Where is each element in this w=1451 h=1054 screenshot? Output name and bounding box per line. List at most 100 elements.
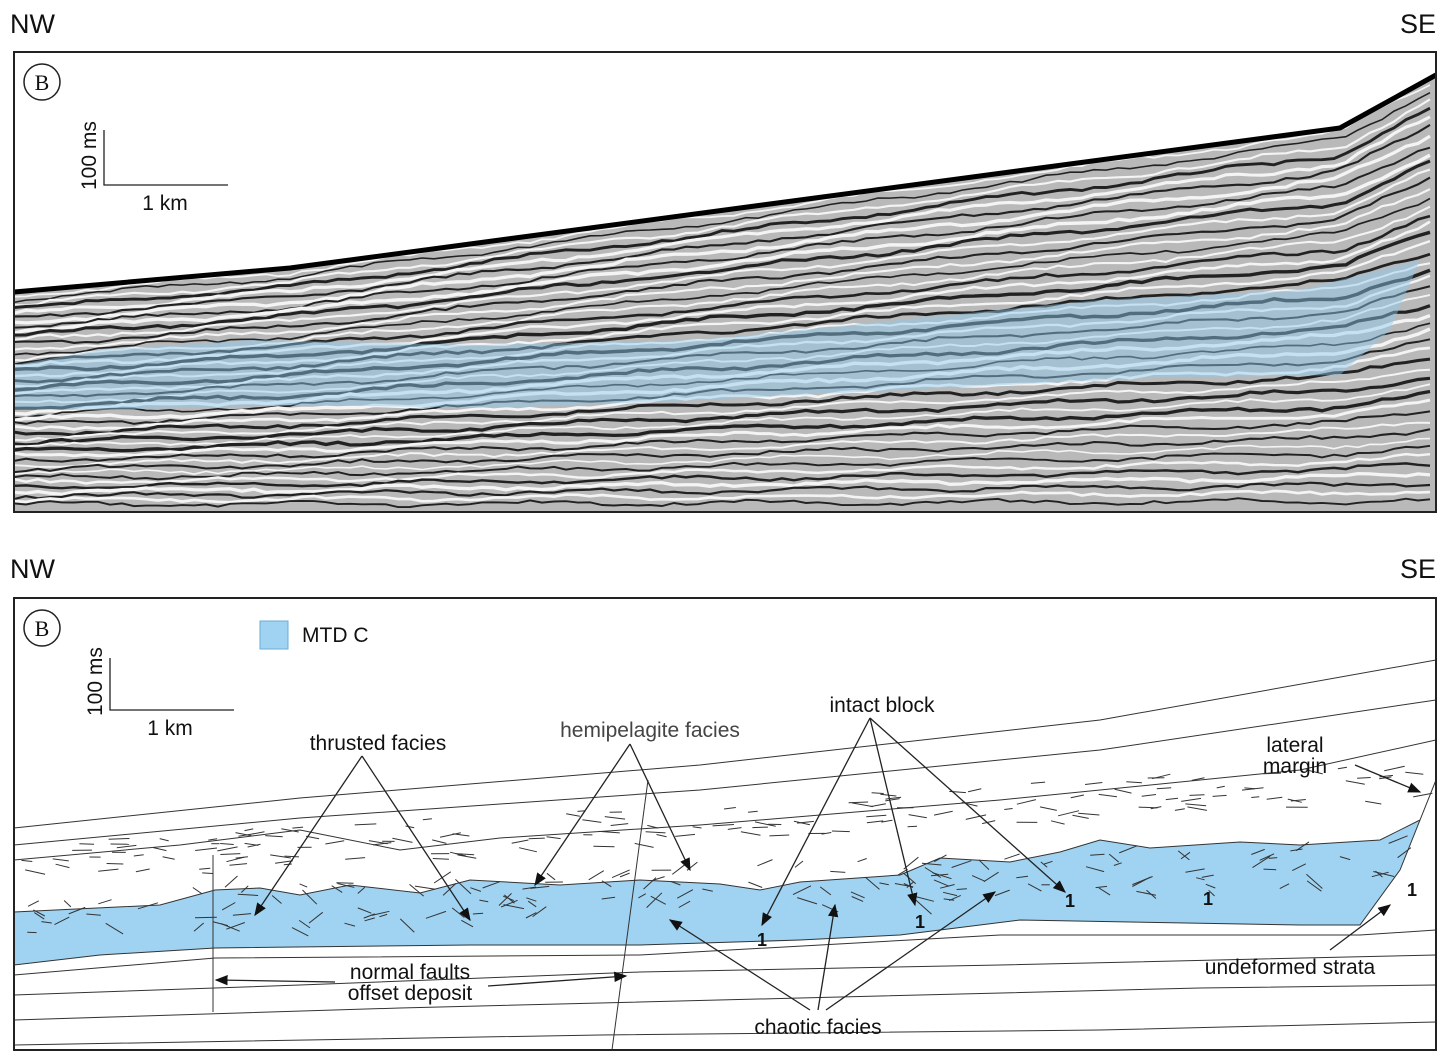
- facies-dash: [512, 840, 529, 843]
- facies-dash: [635, 843, 654, 847]
- facies-dash: [392, 838, 412, 842]
- facies-dash: [1085, 783, 1102, 785]
- facies-dash: [1166, 798, 1178, 799]
- facies-dash: [220, 854, 240, 855]
- facies-dash: [748, 811, 758, 812]
- facies-dash: [423, 819, 432, 820]
- facies-dash: [56, 864, 70, 867]
- facies-dash: [968, 789, 981, 792]
- facies-dash: [415, 886, 435, 889]
- arrow: [1355, 765, 1420, 792]
- facies-dash: [1267, 797, 1283, 799]
- facies-dash: [325, 841, 344, 844]
- facies-dash: [117, 845, 137, 847]
- facies-dash: [1078, 813, 1099, 815]
- facies-dash: [1058, 811, 1079, 816]
- facies-dash: [547, 873, 555, 880]
- scale-bar: [104, 130, 228, 185]
- facies-dash: [134, 855, 144, 856]
- facies-dash: [849, 802, 869, 803]
- facies-dash: [1099, 794, 1117, 796]
- annotation: margin: [1263, 755, 1327, 778]
- facies-dash: [245, 829, 254, 831]
- facies-dash: [866, 815, 886, 817]
- facies-dash: [1004, 809, 1012, 810]
- facies-dash: [292, 827, 303, 828]
- facies-dash: [593, 846, 614, 847]
- facies-dash: [1264, 869, 1277, 870]
- direction-label: NW: [10, 9, 55, 39]
- facies-dash: [871, 804, 886, 807]
- facies-dash: [611, 824, 629, 826]
- facies-dash: [355, 824, 377, 825]
- horizon: [14, 1022, 1436, 1045]
- annotation: hemipelagite facies: [560, 719, 740, 742]
- direction-label: SE: [1400, 554, 1436, 584]
- facies-dash: [582, 820, 601, 823]
- facies-dash: [769, 835, 789, 836]
- facies-dash: [230, 864, 248, 866]
- facies-dash: [657, 835, 667, 837]
- block-marker: 1: [1407, 880, 1417, 900]
- facies-dash: [1181, 798, 1201, 801]
- horizon: [14, 985, 1436, 1020]
- facies-dash: [208, 839, 217, 840]
- facies-dash: [1073, 815, 1089, 818]
- facies-dash: [589, 871, 604, 880]
- facies-dash: [225, 876, 238, 887]
- annotation: thrusted facies: [310, 732, 447, 755]
- annotation: chaotic facies: [754, 1016, 881, 1039]
- facies-dash: [453, 834, 470, 836]
- facies-dash: [934, 811, 953, 815]
- facies-dash: [867, 821, 883, 823]
- facies-dash: [202, 873, 212, 874]
- facies-dash: [345, 858, 365, 860]
- block-marker: 1: [1203, 889, 1213, 909]
- facies-dash: [713, 825, 734, 826]
- facies-dash: [285, 856, 300, 857]
- facies-dash: [195, 848, 217, 851]
- facies-dash: [217, 847, 237, 851]
- facies-dash: [406, 826, 415, 828]
- facies-dash: [1190, 795, 1205, 796]
- facies-dash: [284, 864, 292, 865]
- facies-dash: [253, 832, 264, 834]
- scale-bar: [110, 658, 234, 710]
- facies-dash: [858, 859, 867, 862]
- facies-dash: [547, 837, 561, 839]
- scale-vertical: 100 ms: [78, 121, 101, 190]
- annotation: normal faults: [350, 961, 470, 984]
- facies-dash: [909, 815, 927, 818]
- figure: NW SE B 100 ms 1 km NW SE B MTD C 100 ms…: [0, 0, 1451, 1054]
- facies-dash: [1017, 800, 1036, 805]
- facies-dash: [1187, 807, 1207, 811]
- facies-dash: [724, 808, 736, 810]
- facies-dash: [752, 827, 768, 828]
- facies-dash: [22, 860, 33, 861]
- facies-dash: [265, 836, 283, 837]
- facies-dash: [432, 840, 446, 844]
- facies-dash: [566, 814, 580, 816]
- facies-dash: [1384, 766, 1404, 771]
- facies-dash: [652, 877, 665, 881]
- facies-dash: [300, 884, 308, 887]
- facies-dash: [1185, 804, 1206, 806]
- facies-dash: [1338, 767, 1347, 769]
- facies-dash: [1126, 782, 1142, 783]
- facies-dash: [599, 831, 620, 833]
- facies-dash: [675, 834, 695, 836]
- facies-dash: [336, 883, 353, 884]
- annotation: undeformed strata: [1205, 956, 1376, 979]
- facies-dash: [98, 869, 118, 871]
- facies-dash: [757, 860, 772, 866]
- facies-dash: [1175, 809, 1185, 811]
- facies-dash: [199, 868, 210, 869]
- facies-dash: [107, 864, 124, 865]
- facies-dash: [1217, 786, 1225, 788]
- direction-label: SE: [1400, 9, 1436, 39]
- block-marker: 1: [915, 912, 925, 932]
- facies-dash: [160, 839, 169, 841]
- seismic-section: [14, 75, 1436, 512]
- facies-dash: [433, 859, 449, 860]
- annotation: intact block: [829, 694, 935, 717]
